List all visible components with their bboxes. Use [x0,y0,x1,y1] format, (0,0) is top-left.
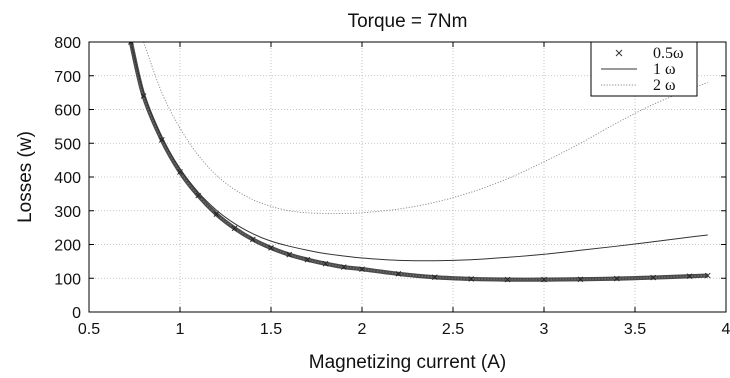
series-point [541,276,547,283]
x-tick-label: 2 [358,321,367,338]
series-point [213,211,220,217]
series-point [395,271,402,277]
x-tick-label: 1 [176,321,185,338]
y-tick-label: 500 [54,136,81,153]
series-point [577,276,584,283]
x-tick-label: 0.5 [78,321,100,338]
legend-label: 2 ω [653,77,676,94]
y-tick-label: 400 [54,170,81,187]
y-tick-label: 200 [54,238,81,255]
series-point [431,274,438,281]
series-point [286,251,293,258]
series-point [340,264,347,270]
y-tick-label: 100 [54,271,81,288]
series-point [468,276,475,282]
x-tick-label: 2.5 [442,321,464,338]
y-tick-label: 700 [54,69,81,86]
y-tick-label: 300 [54,204,81,221]
x-tick-label: 4 [722,321,730,338]
y-tick-label: 600 [54,103,81,120]
series-point [249,236,256,243]
series-2 [130,42,708,262]
y-axis-title: Losses (w) [15,131,36,223]
series-point [704,272,711,279]
series-3 [143,42,708,214]
series-point [613,275,620,282]
legend-marker [615,49,623,57]
legend: 0.5ω1 ω2 ω [590,41,698,97]
series-point [304,256,311,263]
y-tick-label: 0 [72,305,81,322]
x-tick-label: 1.5 [260,321,282,338]
ticks: 0.5 1 1.5 2 2.5 3 3.5 4 0 100 200 300 400 500 600 700 80… [54,35,730,338]
x-tick-label: 3 [540,321,549,338]
x-axis-title: Magnetizing current (A) [309,352,506,373]
series-point [231,225,238,232]
series-point [359,266,365,272]
series-1 [128,42,711,283]
series-layer [128,42,711,283]
legend-label: 0.5ω [653,45,684,62]
chart-title: Torque = 7Nm [348,11,468,32]
series-point [686,273,693,280]
y-tick-label: 800 [54,35,81,52]
series-line [130,42,708,262]
series-point [504,276,511,283]
series-point [128,42,134,45]
series-point [650,274,657,281]
legend-label: 1 ω [653,61,676,78]
series-line [143,42,708,214]
series-point [322,260,329,267]
x-tick-label: 3.5 [624,321,646,338]
series-point [268,245,274,251]
